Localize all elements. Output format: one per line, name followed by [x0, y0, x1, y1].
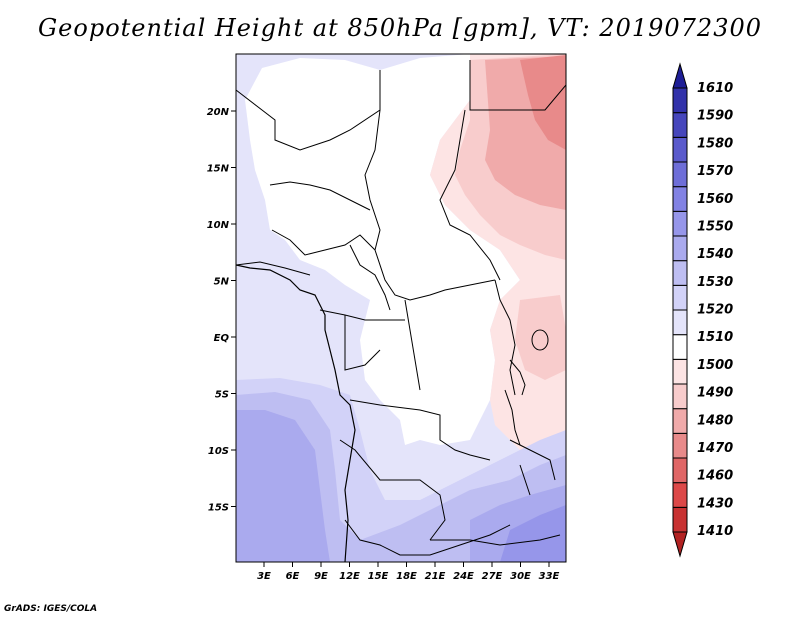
height-field-1470 — [520, 55, 566, 150]
colorbar: 1410 1430 1460 1470 1480 1490 1500 1510 1520 1530… — [672, 62, 733, 558]
colorbar-segment — [672, 136, 688, 163]
lat-tick-label: 15N — [207, 164, 230, 175]
colorbar-label: 1500 — [697, 358, 733, 373]
lon-tick-label: 6E — [286, 571, 300, 582]
map-panel — [236, 54, 566, 562]
lon-tick-label: 30E — [510, 571, 531, 582]
latitude-axis: 20N 15N 10N 5N EQ 5S 10S 15S — [207, 107, 236, 514]
colorbar-label: 1430 — [697, 496, 733, 511]
lon-tick-label: 3E — [257, 571, 271, 582]
map-frame — [235, 53, 567, 563]
colorbar-label: 1560 — [697, 192, 733, 207]
grads-credit: GrADS: IGES/COLA — [4, 604, 98, 614]
lat-tick-label: EQ — [214, 333, 230, 344]
colorbar-label: 1410 — [697, 524, 733, 539]
colorbar-label: 1470 — [697, 441, 733, 456]
lon-tick-label: 24E — [453, 571, 474, 582]
lat-tick-label: 10S — [208, 446, 229, 457]
lat-tick-label: 15S — [208, 503, 229, 514]
lon-tick-label: 9E — [314, 571, 328, 582]
colorbar-label: 1520 — [697, 303, 733, 318]
colorbar-label: 1590 — [697, 109, 733, 124]
lon-tick-label: 12E — [339, 571, 360, 582]
height-field-1490-lakes — [515, 295, 566, 380]
colorbar-label: 1540 — [697, 247, 733, 262]
colorbar-label: 1580 — [697, 136, 733, 151]
colorbar-segment — [672, 87, 688, 114]
colorbar-segment — [672, 358, 688, 385]
colorbar-segment — [672, 112, 688, 138]
colorbar-segment — [672, 260, 688, 286]
colorbar-segment — [672, 432, 688, 459]
colorbar-label: 1570 — [697, 164, 733, 179]
coastline — [236, 264, 356, 562]
colorbar-label: 1460 — [697, 469, 733, 484]
lat-tick-label: 5S — [215, 390, 229, 401]
lon-tick-label: 33E — [539, 571, 560, 582]
height-field-1560 — [500, 505, 566, 562]
lon-tick-label: 21E — [425, 571, 446, 582]
height-field-1510 — [245, 54, 520, 445]
lon-tick-label: 18E — [396, 571, 417, 582]
colorbar-segment — [672, 457, 688, 484]
lakes — [504, 329, 549, 496]
colorbar-segment — [672, 210, 688, 237]
colorbar-segment — [672, 383, 688, 410]
colorbar-label: 1530 — [697, 275, 733, 290]
colorbar-segment — [672, 186, 688, 212]
colorbar-label: 1550 — [697, 219, 733, 234]
lat-tick-label: 20N — [207, 107, 230, 118]
colorbar-segment — [672, 161, 688, 188]
country-boundaries — [236, 60, 566, 556]
lon-tick-label: 27E — [482, 571, 503, 582]
longitude-axis: 3E 6E 9E 12E 15E 18E 21E 24E 27E 30E 33E — [257, 562, 560, 582]
colorbar-lower-arrow — [672, 531, 688, 558]
chart-title: Geopotential Height at 850hPa [gpm], VT:… — [38, 14, 762, 42]
colorbar-segment — [672, 482, 688, 508]
lat-tick-label: 5N — [214, 277, 230, 288]
colorbar-segment — [672, 334, 688, 360]
colorbar-label: 1610 — [697, 81, 733, 96]
colorbar-segment — [672, 235, 688, 262]
colorbar-segment — [672, 284, 688, 311]
colorbar-segment — [672, 506, 688, 533]
colorbar-upper-arrow — [672, 62, 688, 89]
colorbar-segment — [672, 408, 688, 434]
lat-tick-label: 10N — [207, 220, 230, 231]
colorbar-label: 1480 — [697, 413, 733, 428]
colorbar-label: 1490 — [697, 386, 733, 401]
colorbar-segment — [672, 309, 688, 336]
colorbar-label: 1510 — [697, 330, 733, 345]
lon-tick-label: 15E — [368, 571, 389, 582]
height-field-1550 — [236, 410, 330, 562]
